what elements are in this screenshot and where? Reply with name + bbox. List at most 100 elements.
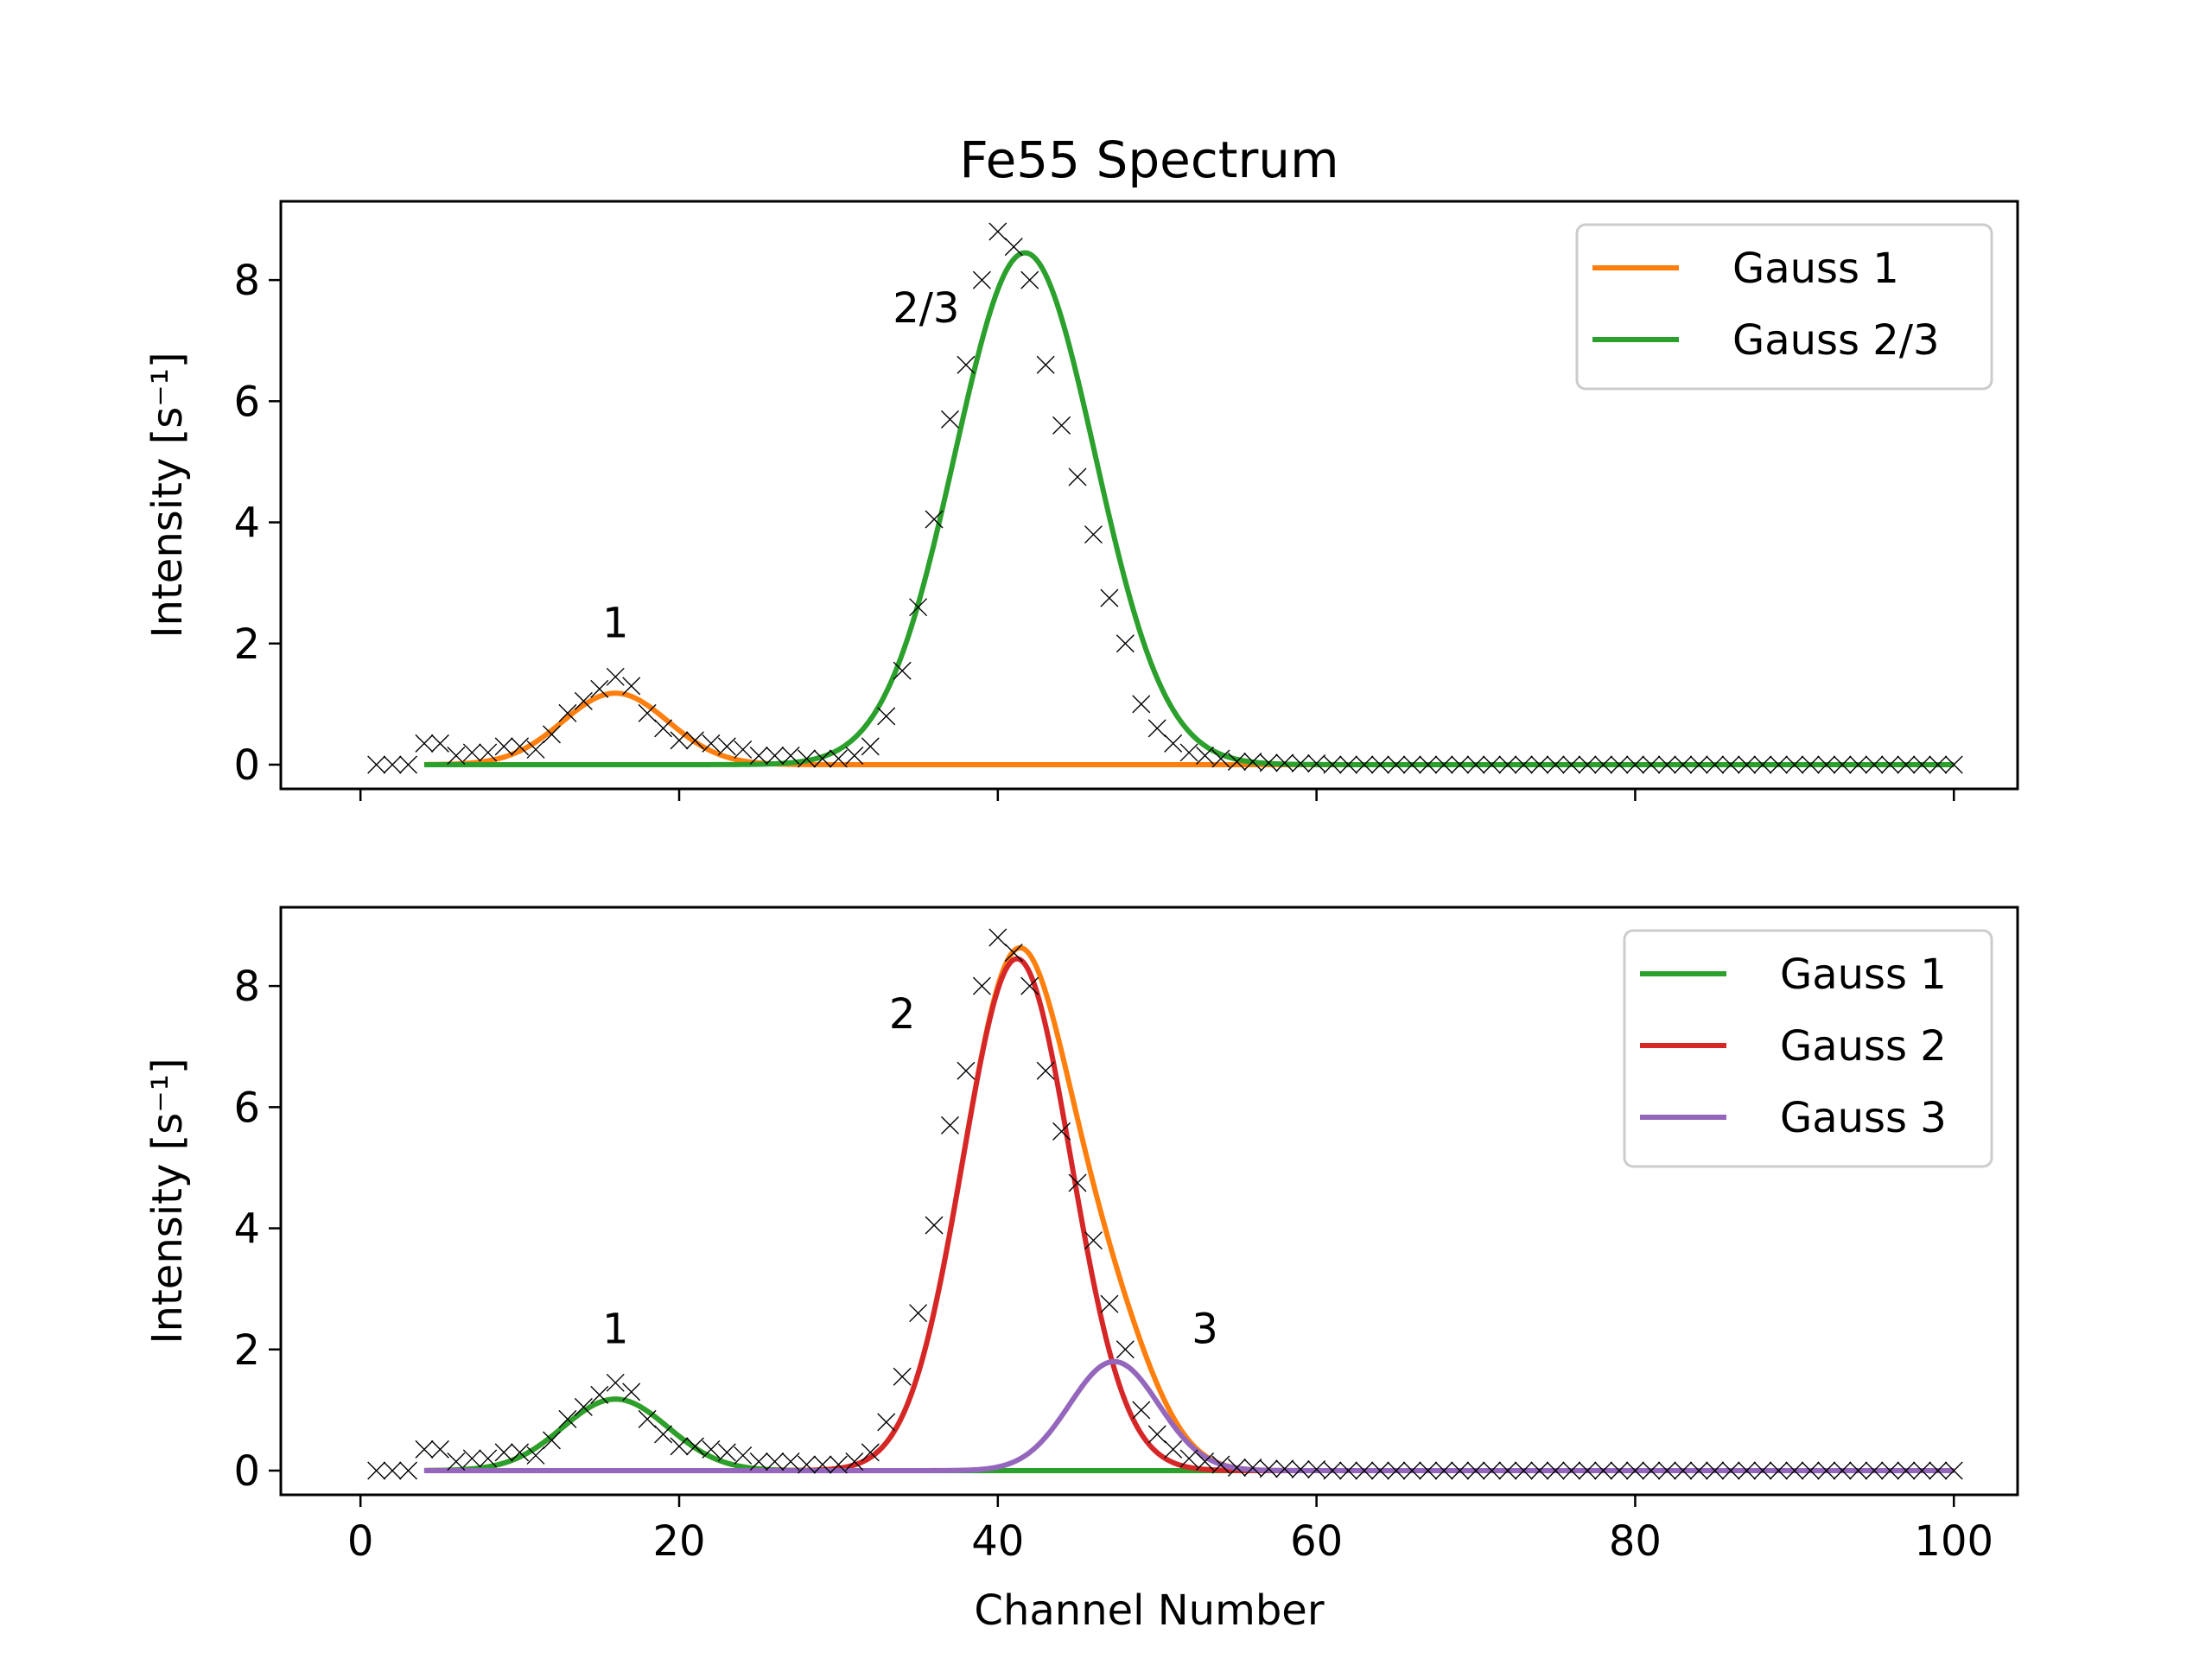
data-point-marker [798,1455,817,1474]
data-point-marker [1912,755,1931,774]
data-point-marker [622,677,641,696]
data-point-marker [1880,1461,1899,1480]
data-point-marker [909,1304,928,1323]
data-point-marker [1689,1461,1708,1480]
data-point-marker [415,1440,434,1459]
data-point-marker [1498,755,1517,774]
data-point-marker [798,749,817,768]
data-point-marker [829,749,848,768]
data-point-marker [1419,755,1438,774]
data-point-marker [734,1446,753,1465]
data-point-marker [1179,743,1198,762]
data-point-marker [717,1443,736,1462]
peak-annotation: 3 [1192,1306,1218,1354]
data-point-marker [1594,755,1613,774]
data-point-marker [972,270,991,289]
data-point-marker [1227,752,1246,771]
data-point-marker [1801,1461,1820,1480]
peak-annotation: 2/3 [893,284,959,333]
data-point-marker [590,1385,609,1404]
data-point-marker [1259,1459,1278,1478]
data-point-marker [558,1409,577,1428]
data-point-marker [1738,1461,1757,1480]
top-panel: Fe55 Spectrum 0 2 4 6 8 Intensity [s⁻¹] 1 2/3 Gau… [143,130,2019,801]
data-point-marker [1004,944,1023,963]
data-point-marker [1944,755,1963,774]
data-point-marker [1355,755,1374,774]
y-tick-label: 2 [233,620,260,669]
data-point-marker [1402,755,1421,774]
data-point-marker [1036,1061,1055,1080]
data-point-marker [1387,755,1406,774]
data-point-marker [1929,755,1948,774]
x-tick-label: 20 [652,1517,705,1566]
data-point-marker [1817,1461,1836,1480]
data-point-marker [367,755,386,774]
data-point-marker [909,598,928,617]
data-point-marker [1657,1461,1676,1480]
data-point-marker [654,719,673,738]
data-point-marker [526,1446,545,1465]
data-point-marker [1833,755,1852,774]
data-point-marker [430,734,449,753]
data-point-marker [813,1455,832,1474]
data-point-marker [606,1373,625,1392]
data-point-marker [1944,1461,1963,1480]
data-point-marker [430,1440,449,1459]
data-point-marker [1291,754,1310,773]
data-point-marker [1211,1455,1230,1474]
data-point-marker [1196,1452,1215,1471]
x-tick-label: 60 [1290,1517,1343,1566]
data-point-marker [1084,525,1103,544]
data-point-marker [1434,1461,1453,1480]
peak-annotation: 1 [602,1306,629,1354]
data-point-marker [590,679,609,698]
data-point-marker [1514,1461,1533,1480]
data-point-marker [749,1452,768,1471]
y-axis-label: Intensity [s⁻¹] [143,1058,192,1344]
data-point-marker [1068,1173,1087,1192]
y-tick-label: 6 [233,1084,260,1132]
data-point-marker [1610,1461,1629,1480]
y-tick-label: 2 [233,1326,260,1375]
data-point-marker [1721,755,1740,774]
data-point-marker [526,740,545,759]
data-point-marker [1769,1461,1788,1480]
data-point-marker [1865,755,1884,774]
data-point-marker [1434,755,1453,774]
data-point-marker [638,703,657,722]
data-point-marker [558,703,577,722]
data-point-marker [574,1397,593,1416]
data-point-marker [1801,755,1820,774]
data-point-marker [1243,752,1262,771]
legend-label: Gauss 1 [1780,950,1947,999]
data-point-marker [893,1367,912,1386]
data-point-marker [1610,755,1629,774]
legend-label: Gauss 2 [1780,1022,1947,1071]
data-point-marker [494,737,513,756]
data-point-marker [1578,1461,1597,1480]
data-point-marker [1275,1459,1294,1478]
data-point-marker [1291,1460,1310,1479]
y-tick-label: 0 [233,1447,260,1496]
data-point-marker [766,1452,785,1471]
legend-frame [1575,223,1993,391]
data-point-marker [1849,755,1868,774]
x-axis-label: Channel Number [974,1586,1324,1635]
data-point-marker [1100,588,1119,607]
data-point-marker [462,743,481,762]
data-point-marker [702,734,721,753]
data-point-marker [781,746,800,765]
data-point-marker [1530,1461,1549,1480]
data-point-marker [925,510,944,529]
data-point-marker [877,1413,896,1432]
y-tick-label: 8 [233,257,260,305]
data-point-marker [685,731,704,750]
data-point-marker [957,355,976,374]
data-point-marker [1706,1461,1725,1480]
data-point-marker [1625,1461,1644,1480]
data-point-marker [1259,753,1278,772]
data-point-marker [1689,755,1708,774]
data-point-marker [542,1431,561,1450]
